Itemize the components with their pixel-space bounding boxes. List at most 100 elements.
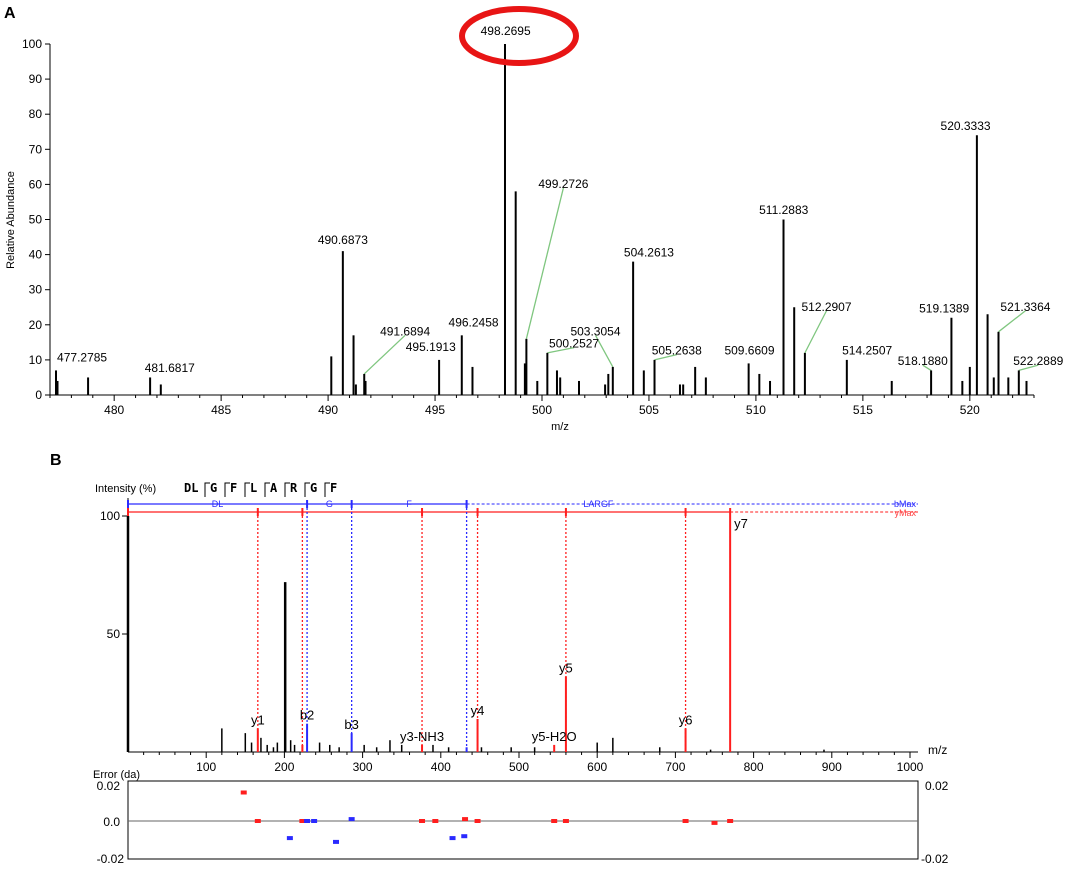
error-label: Error (da) — [93, 769, 140, 781]
highlight-ellipse — [459, 6, 579, 66]
peak-label: 477.2785 — [57, 351, 107, 365]
panel-a-x-title: m/z — [551, 421, 569, 433]
x-tick-label: 485 — [211, 403, 231, 417]
y-tick-label: 60 — [29, 177, 43, 191]
peak-label: 505.2638 — [652, 344, 702, 358]
peak-label: 511.2883 — [759, 203, 808, 217]
panel-a-chart: Relative Abundance m/z 0 10 20 30 40 50 60 70 80… — [5, 6, 1064, 433]
ion-label: y5-H2O — [532, 729, 577, 744]
error-point-b — [286, 836, 293, 841]
error-tick-right-top: 0.02 — [925, 779, 949, 793]
panel-b-x-title: m/z — [928, 743, 947, 757]
sequence-bracket — [224, 482, 230, 497]
y-series-name: yMax — [894, 508, 916, 518]
error-point-b — [333, 839, 340, 844]
peak-leader-line — [804, 310, 828, 354]
error-point-b — [348, 817, 355, 822]
b-series-name: bMax — [894, 499, 917, 509]
error-point-y — [562, 819, 569, 823]
error-point-y — [299, 819, 306, 823]
b-x-tick-label: 900 — [822, 760, 842, 774]
b-y-tick-label: 100 — [100, 509, 120, 523]
b-x-tick-label: 200 — [274, 760, 294, 774]
peak-label: 519.1389 — [919, 302, 969, 316]
peak-label: 490.6873 — [318, 233, 368, 247]
ion-label: b3 — [344, 717, 358, 732]
peak-label: 500.2527 — [549, 337, 599, 351]
b-x-tick-label: 400 — [431, 760, 451, 774]
peak-label: 520.3333 — [941, 119, 991, 133]
x-tick-label: 515 — [853, 403, 873, 417]
ion-label: y7 — [734, 516, 748, 531]
y-tick-label: 90 — [29, 72, 43, 86]
panel-a-letter: A — [4, 5, 16, 22]
peak-leader-line — [998, 310, 1026, 333]
error-point-b — [449, 836, 456, 841]
error-point-y — [419, 819, 426, 823]
sequence-bracket — [284, 482, 290, 497]
error-point-y — [727, 819, 734, 823]
peak-leader-line — [594, 335, 614, 368]
error-point-b — [461, 834, 468, 839]
ion-label: y6 — [679, 712, 693, 727]
x-tick-label: 490 — [318, 403, 338, 417]
b-x-tick-label: 300 — [353, 760, 373, 774]
peak-label: 481.6817 — [145, 361, 195, 375]
peak-label: 503.3054 — [570, 324, 620, 338]
peak-label: 518.1880 — [898, 354, 948, 368]
error-point-y — [551, 819, 558, 823]
error-plot-frame — [127, 780, 919, 860]
x-tick-label: 505 — [639, 403, 659, 417]
sequence-residue: R — [290, 481, 298, 495]
b-x-tick-label: 600 — [587, 760, 607, 774]
b-y-tick-label: 50 — [107, 627, 121, 641]
sequence-bracket — [324, 482, 330, 497]
sequence-residue: G — [210, 481, 217, 495]
peak-label: 509.6609 — [724, 344, 774, 358]
peak-label: 512.2907 — [801, 300, 851, 314]
b-fragment-label: F — [406, 499, 412, 509]
y-tick-label: 20 — [29, 318, 43, 332]
peak-label: 495.1913 — [406, 340, 456, 354]
b-x-tick-label: 100 — [196, 760, 216, 774]
sequence-residue: F — [330, 481, 337, 495]
panel-b-letter: B — [50, 452, 62, 469]
sequence-bracket — [264, 482, 270, 497]
b-x-tick-label: 700 — [665, 760, 685, 774]
ion-label: y5 — [559, 660, 573, 675]
error-point-y — [682, 819, 689, 823]
y-tick-label: 40 — [29, 248, 43, 262]
sequence-residue: F — [230, 481, 237, 495]
x-tick-label: 510 — [746, 403, 766, 417]
peak-label: 491.6894 — [380, 324, 430, 338]
error-point-y — [240, 790, 247, 795]
y-tick-label: 10 — [29, 353, 43, 367]
error-tick-left-mid: 0.0 — [103, 815, 120, 829]
b-x-tick-label: 800 — [744, 760, 764, 774]
peak-label: 496.2458 — [449, 316, 499, 330]
panel-a-y-title: Relative Abundance — [5, 171, 17, 269]
error-point-b — [311, 819, 318, 823]
error-point-y — [474, 819, 481, 823]
ion-label: y3-NH3 — [400, 729, 444, 744]
sequence-residue: L — [250, 481, 257, 495]
peak-label: 522.2889 — [1013, 354, 1063, 368]
peak-label: 504.2613 — [624, 245, 674, 259]
sequence-residue: DL — [184, 481, 198, 495]
sequence-residue: A — [270, 481, 278, 495]
peak-label: 499.2726 — [538, 177, 588, 191]
intensity-label: Intensity (%) — [95, 483, 156, 495]
peak-leader-line — [1018, 364, 1039, 372]
b-fragment-label: G — [326, 499, 333, 509]
x-tick-label: 500 — [532, 403, 552, 417]
sequence-bracket — [244, 482, 250, 497]
peak-leader-line — [363, 334, 406, 375]
x-tick-label: 480 — [104, 403, 124, 417]
peak-label: 521.3364 — [1000, 300, 1050, 314]
error-tick-left-top: 0.02 — [97, 779, 121, 793]
b-x-tick-label: 500 — [509, 760, 529, 774]
peak-leader-line — [922, 364, 932, 371]
y-tick-label: 100 — [22, 37, 42, 51]
